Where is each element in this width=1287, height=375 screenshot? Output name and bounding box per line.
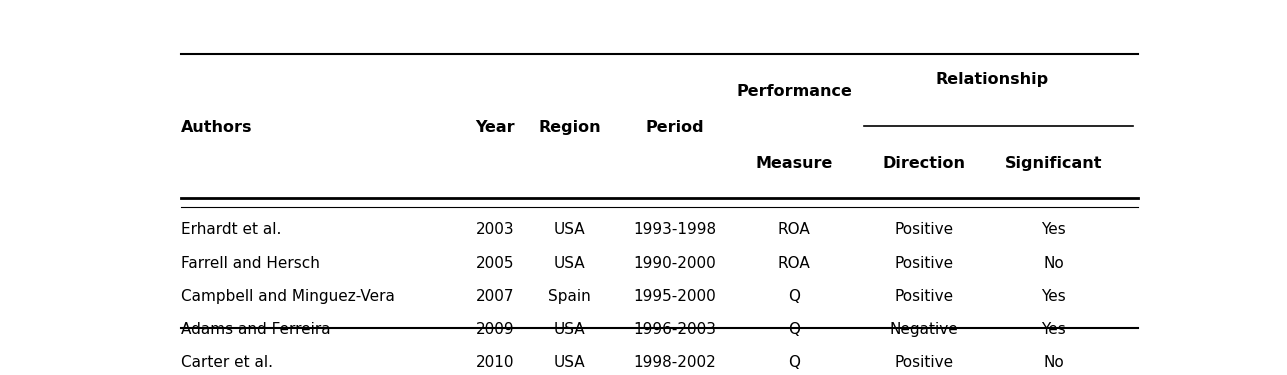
Text: 1998-2002: 1998-2002 bbox=[633, 355, 716, 370]
Text: Negative: Negative bbox=[889, 322, 959, 337]
Text: 1996-2003: 1996-2003 bbox=[633, 322, 716, 337]
Text: Positive: Positive bbox=[894, 255, 954, 270]
Text: Significant: Significant bbox=[1005, 156, 1103, 171]
Text: Relationship: Relationship bbox=[936, 72, 1049, 87]
Text: Positive: Positive bbox=[894, 289, 954, 304]
Text: Positive: Positive bbox=[894, 222, 954, 237]
Text: Performance: Performance bbox=[736, 84, 852, 99]
Text: 1995-2000: 1995-2000 bbox=[633, 289, 716, 304]
Text: Year: Year bbox=[475, 120, 515, 135]
Text: Region: Region bbox=[538, 120, 601, 135]
Text: Yes: Yes bbox=[1041, 222, 1066, 237]
Text: Period: Period bbox=[645, 120, 704, 135]
Text: Yes: Yes bbox=[1041, 322, 1066, 337]
Text: ROA: ROA bbox=[777, 255, 811, 270]
Text: 2009: 2009 bbox=[476, 322, 515, 337]
Text: Q: Q bbox=[788, 322, 801, 337]
Text: Authors: Authors bbox=[180, 120, 252, 135]
Text: Campbell and Minguez-Vera: Campbell and Minguez-Vera bbox=[180, 289, 395, 304]
Text: 1990-2000: 1990-2000 bbox=[633, 255, 716, 270]
Text: 1993-1998: 1993-1998 bbox=[633, 222, 716, 237]
Text: Yes: Yes bbox=[1041, 289, 1066, 304]
Text: USA: USA bbox=[553, 355, 586, 370]
Text: Positive: Positive bbox=[894, 355, 954, 370]
Text: USA: USA bbox=[553, 322, 586, 337]
Text: Erhardt et al.: Erhardt et al. bbox=[180, 222, 281, 237]
Text: Farrell and Hersch: Farrell and Hersch bbox=[180, 255, 319, 270]
Text: Q: Q bbox=[788, 289, 801, 304]
Text: 2003: 2003 bbox=[476, 222, 515, 237]
Text: Direction: Direction bbox=[883, 156, 965, 171]
Text: 2010: 2010 bbox=[476, 355, 515, 370]
Text: Measure: Measure bbox=[755, 156, 833, 171]
Text: Carter et al.: Carter et al. bbox=[180, 355, 273, 370]
Text: Adams and Ferreira: Adams and Ferreira bbox=[180, 322, 331, 337]
Text: No: No bbox=[1044, 355, 1064, 370]
Text: USA: USA bbox=[553, 222, 586, 237]
Text: Q: Q bbox=[788, 355, 801, 370]
Text: 2005: 2005 bbox=[476, 255, 515, 270]
Text: 2007: 2007 bbox=[476, 289, 515, 304]
Text: USA: USA bbox=[553, 255, 586, 270]
Text: Spain: Spain bbox=[548, 289, 591, 304]
Text: No: No bbox=[1044, 255, 1064, 270]
Text: ROA: ROA bbox=[777, 222, 811, 237]
